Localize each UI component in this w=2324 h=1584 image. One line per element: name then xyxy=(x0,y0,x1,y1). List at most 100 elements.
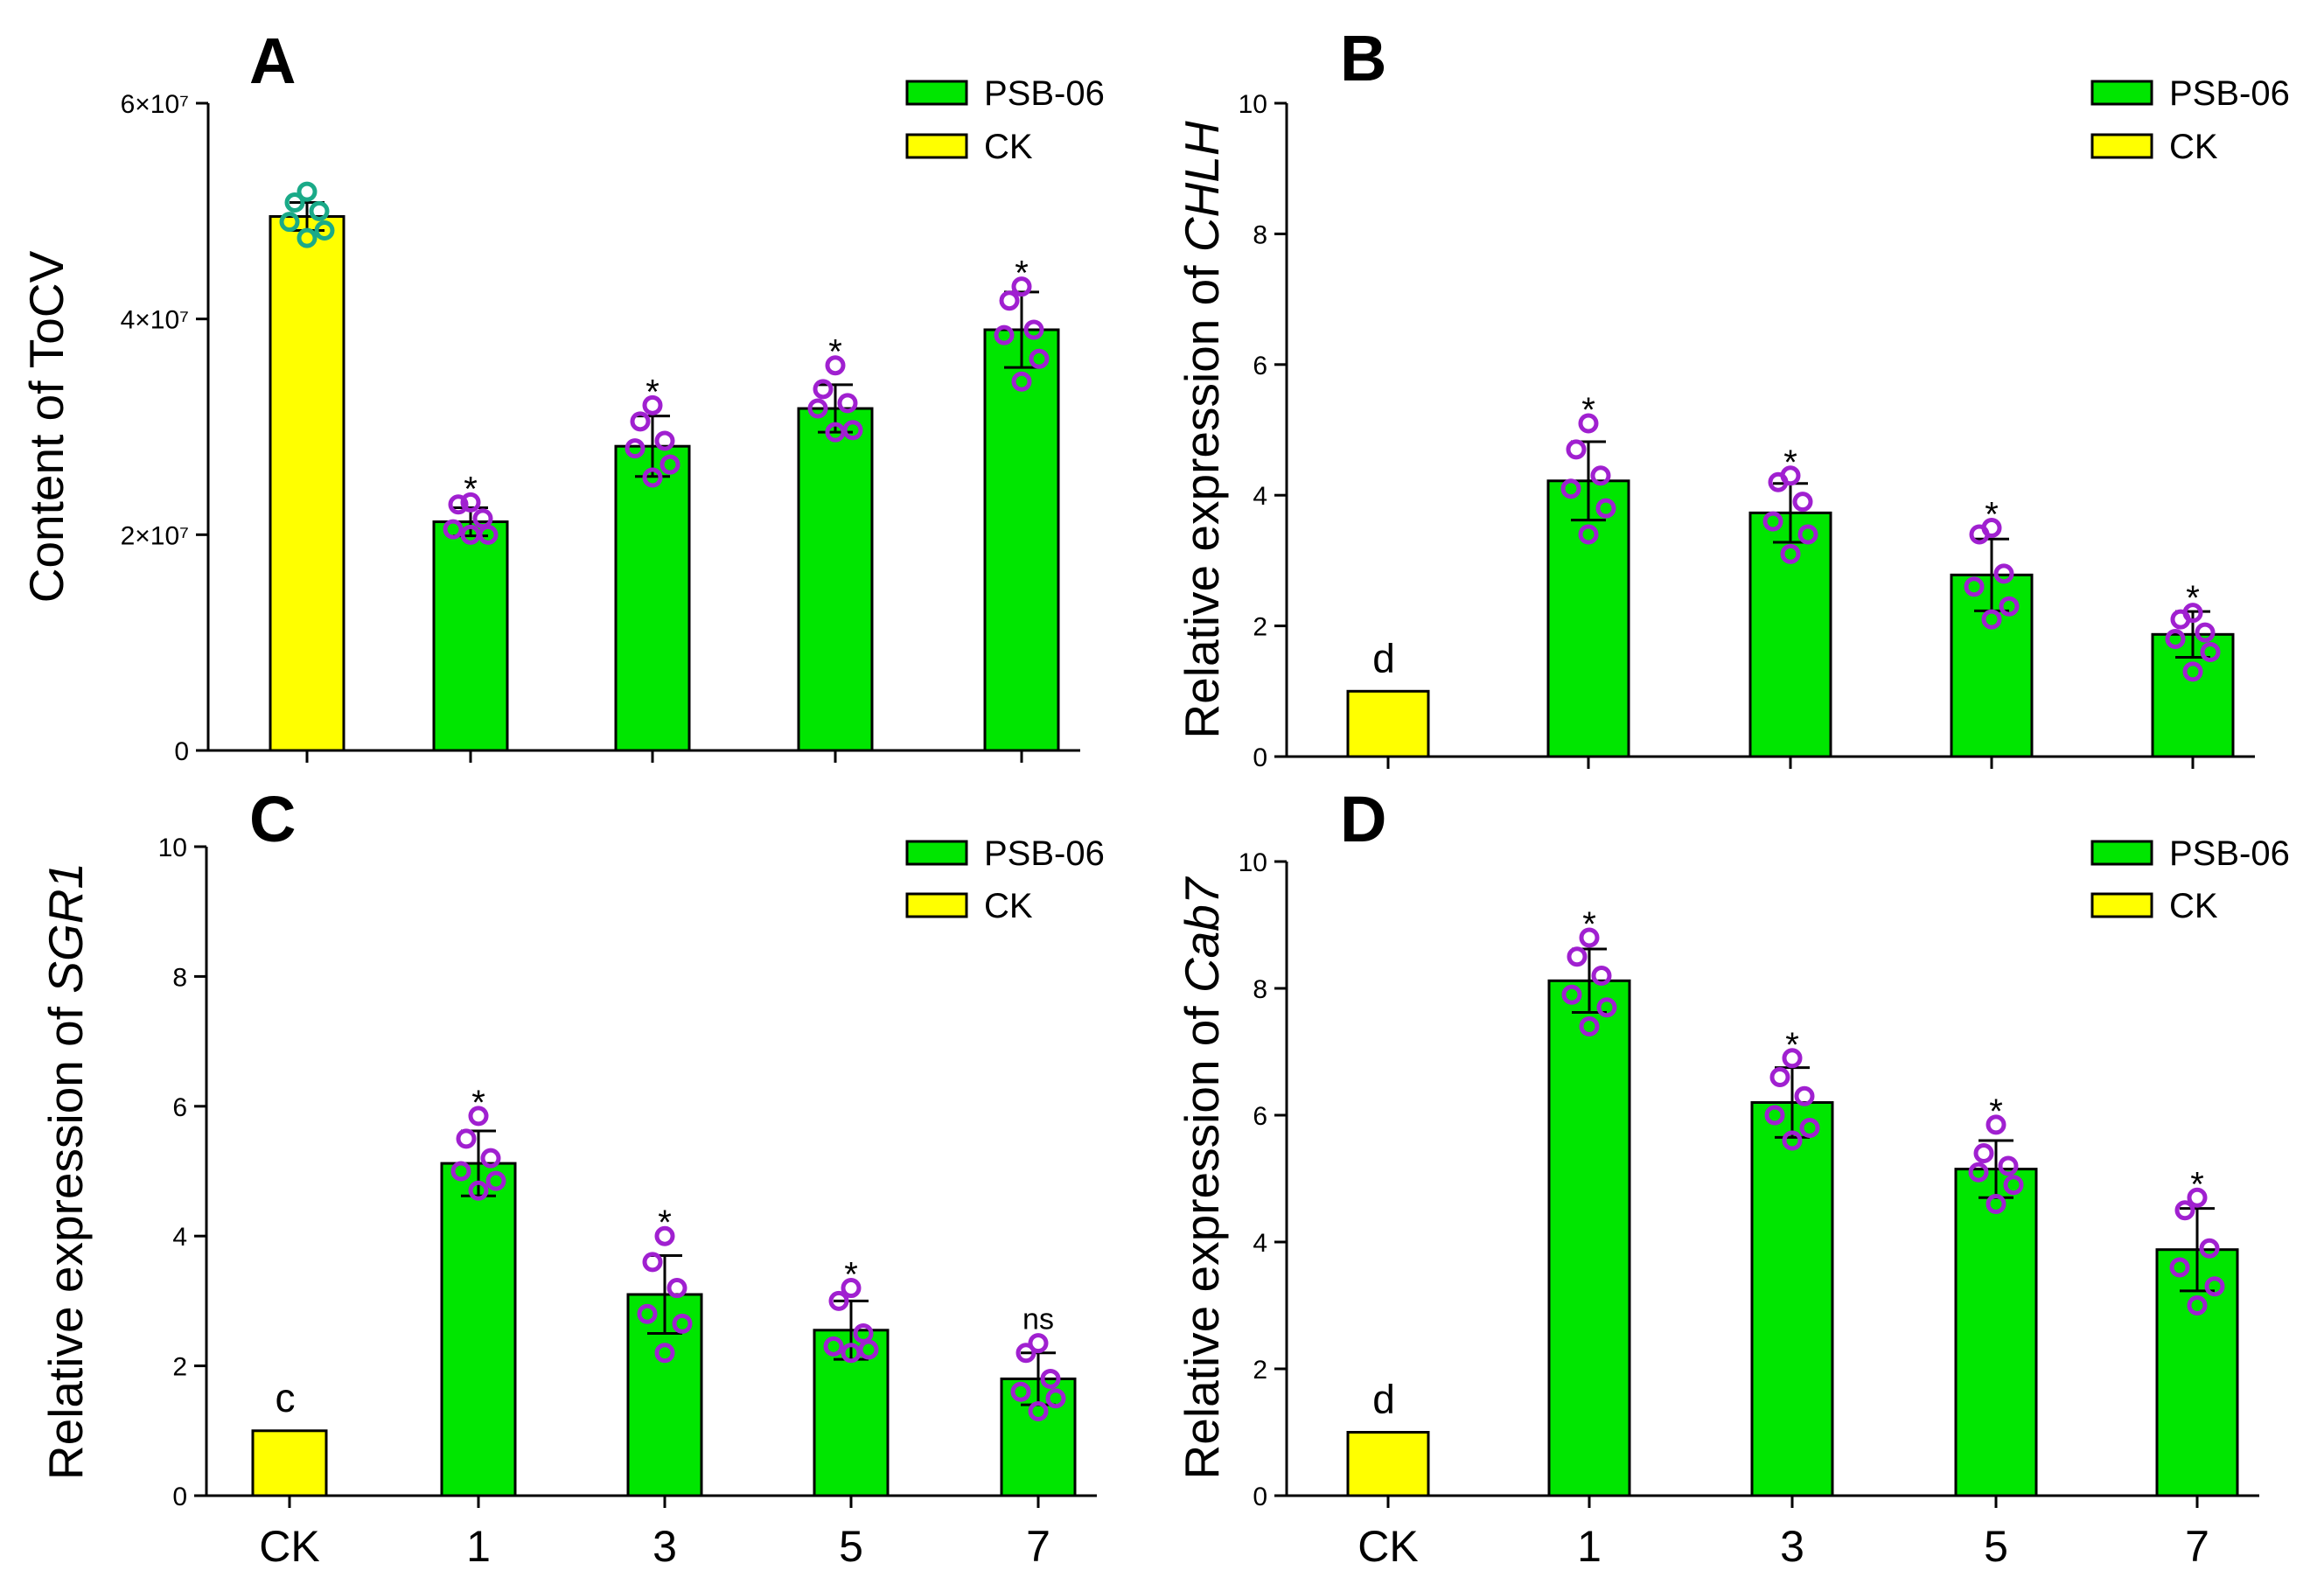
data-point xyxy=(654,430,675,451)
y-tick-label: 8 xyxy=(172,963,187,992)
data-point xyxy=(2170,609,2191,630)
data-point xyxy=(1964,576,1985,597)
legend-swatch-treatment xyxy=(2090,840,2153,866)
significance-label: * xyxy=(1581,391,1595,429)
legend-label: PSB-06 xyxy=(2169,834,2290,873)
y-tick-label: 2 xyxy=(1253,613,1267,642)
legend: PSB-06 CK xyxy=(905,74,1105,166)
data-point xyxy=(460,524,481,545)
y-axis-label: Relative expression of CHLH xyxy=(1175,121,1229,738)
data-point xyxy=(2195,622,2216,643)
data-point xyxy=(1028,1401,1049,1422)
data-point xyxy=(1040,1368,1061,1389)
x-tick-label: CK xyxy=(1357,1522,1418,1571)
significance-label: * xyxy=(1989,1092,2003,1131)
x-tick-label: 7 xyxy=(1026,1522,1050,1571)
bar-1 xyxy=(1547,979,1631,1497)
data-point xyxy=(2199,1238,2220,1259)
data-point xyxy=(666,1278,687,1299)
y-tick-label: 0 xyxy=(1253,1483,1267,1511)
data-point xyxy=(2200,641,2221,662)
data-point xyxy=(1782,1048,1803,1069)
significance-label: * xyxy=(1783,443,1797,482)
data-point xyxy=(2165,629,2186,650)
data-point xyxy=(1578,413,1599,434)
data-point xyxy=(297,227,318,248)
bar-1 xyxy=(432,520,509,752)
significance-label: * xyxy=(2186,579,2200,618)
control-annotation: c xyxy=(276,1375,296,1420)
data-point xyxy=(480,1148,501,1169)
bar-ck xyxy=(269,215,345,752)
data-point xyxy=(1560,478,1581,499)
data-point xyxy=(660,454,680,475)
data-point xyxy=(468,1106,489,1127)
legend-swatch-control xyxy=(2090,892,2153,918)
y-tick-label: 6 xyxy=(1253,1102,1267,1131)
y-tick-label: 2×10⁷ xyxy=(121,521,189,550)
data-point xyxy=(1792,492,1813,513)
x-tick-label: 5 xyxy=(839,1522,863,1571)
significance-label: * xyxy=(1785,1026,1799,1064)
data-point xyxy=(1986,1194,2006,1214)
data-point xyxy=(309,200,330,221)
panel-letter: C xyxy=(249,783,296,855)
chart-panel-b: B 0 2 4 6 8 10 Relative expression of CHLH d * * * *… xyxy=(1175,22,2290,772)
legend-label: CK xyxy=(984,128,1033,166)
data-point xyxy=(284,192,305,213)
data-point xyxy=(813,379,834,400)
data-point xyxy=(297,181,318,202)
significance-label: * xyxy=(844,1256,858,1294)
data-point xyxy=(642,1252,663,1273)
data-point xyxy=(1578,524,1599,545)
significance-label: * xyxy=(828,333,842,372)
data-point xyxy=(625,438,646,459)
data-point xyxy=(2169,1257,2190,1278)
data-point xyxy=(825,355,846,376)
data-point xyxy=(1794,1085,1815,1106)
data-point xyxy=(642,467,663,488)
legend-swatch-control xyxy=(2090,133,2153,159)
y-tick-label: 10 xyxy=(1239,90,1267,119)
data-point xyxy=(2003,1175,2024,1196)
chart-panel-a: A 0 2×10⁷ 4×10⁷ 6×10⁷ Content of ToCV * * * * PSB-… xyxy=(19,24,1105,766)
legend-label: PSB-06 xyxy=(984,74,1105,113)
data-point xyxy=(1986,1114,2006,1135)
data-point xyxy=(448,494,469,515)
x-tick-label: 3 xyxy=(1780,1522,1804,1571)
y-axis-label: Content of ToCV xyxy=(19,250,73,603)
data-point xyxy=(456,1128,477,1149)
data-point xyxy=(1764,1105,1785,1126)
significance-label: * xyxy=(646,373,660,411)
legend-swatch-treatment xyxy=(905,840,968,866)
data-point xyxy=(2182,661,2203,682)
significance-label: * xyxy=(1015,255,1029,293)
bar-5 xyxy=(1954,1168,2038,1497)
panel-letter: A xyxy=(249,24,296,97)
significance-label: * xyxy=(658,1204,672,1242)
data-point xyxy=(1973,1143,1994,1163)
x-tick-label: 7 xyxy=(2185,1522,2209,1571)
data-point xyxy=(1011,371,1032,392)
chart-panel-d: D 0 2 4 6 8 10 Relative expression of Cab7 d CK * 1… xyxy=(1175,783,2290,1571)
legend: PSB-06 CK xyxy=(905,834,1105,925)
data-point xyxy=(672,1313,693,1334)
data-point xyxy=(1993,563,2014,584)
data-point xyxy=(1011,276,1032,297)
data-point xyxy=(2174,1200,2195,1221)
legend-label: CK xyxy=(2169,128,2218,166)
x-tick-label: 3 xyxy=(653,1522,677,1571)
legend: PSB-06 CK xyxy=(2090,74,2290,166)
bar-ck xyxy=(1346,1431,1430,1497)
data-point xyxy=(1591,966,1612,986)
y-tick-label: 10 xyxy=(1239,848,1267,877)
data-point xyxy=(1023,319,1044,340)
data-point xyxy=(1590,465,1611,486)
data-point xyxy=(443,519,464,540)
data-point xyxy=(1579,927,1600,948)
significance-label: ns xyxy=(1022,1303,1054,1336)
data-point xyxy=(450,1161,471,1182)
data-point xyxy=(485,1170,506,1191)
control-annotation: d xyxy=(1372,635,1395,680)
data-point xyxy=(314,220,335,241)
